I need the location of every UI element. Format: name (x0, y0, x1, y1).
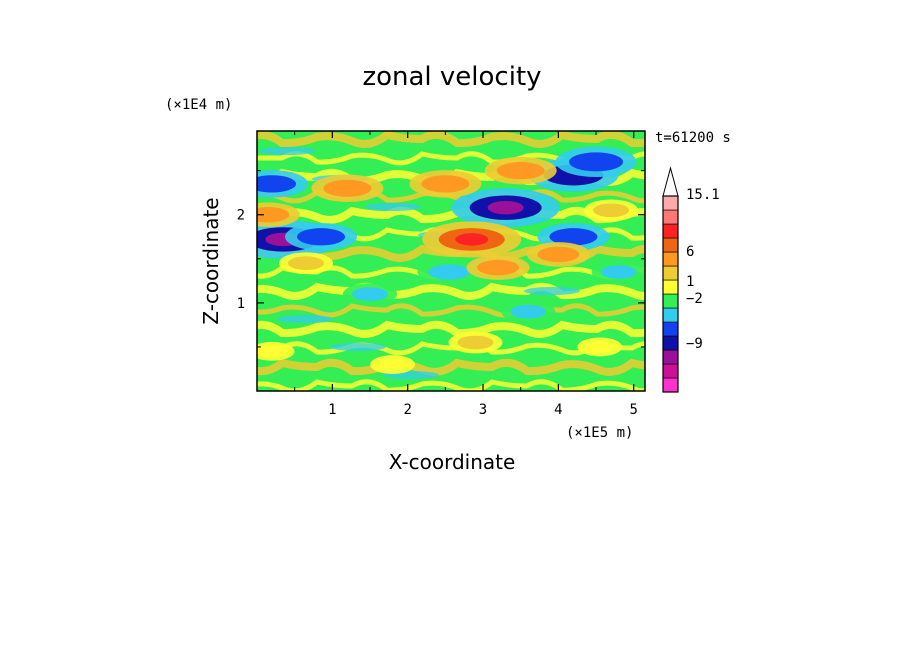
x-tick-label: 5 (629, 402, 637, 418)
plot-frame (256, 130, 646, 392)
x-axis-label: X-coordinate (389, 450, 516, 474)
contour-feature (417, 259, 481, 285)
colorbar-swatch (662, 251, 679, 267)
colorbar-swatch (662, 335, 679, 351)
contour-band (257, 358, 645, 376)
contour-feature (278, 252, 333, 275)
colorbar-swatch (662, 307, 679, 323)
x-tick-label: 1 (328, 402, 336, 418)
contour-band (257, 303, 645, 318)
colorbar-swatch (662, 209, 679, 225)
y-tick-label: 2 (237, 208, 245, 224)
contour-field (257, 131, 645, 391)
x-axis-ticks: 1 2 3 4 5 (294, 131, 638, 418)
colorbar-swatch (662, 237, 679, 253)
contour-feature (422, 221, 522, 258)
colorbar-swatch (662, 279, 679, 295)
colorbar-frame (662, 195, 679, 393)
contour-feature (311, 174, 384, 203)
contour-feature (257, 170, 309, 198)
contour-feature (584, 199, 639, 222)
colorbar (662, 166, 679, 393)
colorbar-labels: 15.1 6 1−2 −9 (686, 187, 720, 352)
contour-feature (370, 355, 416, 374)
y-axis-ticks: 12 (237, 170, 645, 348)
colorbar-swatch (662, 265, 679, 281)
time-label: t=61200 s (655, 130, 731, 146)
contour-feature (448, 331, 503, 354)
contour-band (257, 282, 645, 300)
contour-band (330, 343, 386, 351)
colorbar-label: 1 (686, 274, 694, 290)
contour-feature (484, 156, 557, 185)
colorbar-label: 6 (686, 244, 694, 260)
contour-feature (577, 337, 623, 357)
colorbar-label: −2 (686, 291, 703, 307)
x-tick-label: 2 (403, 402, 411, 418)
x-tick-label: 3 (479, 402, 487, 418)
contour-feature (343, 283, 398, 305)
contour-band (365, 203, 421, 211)
x-tick-label: 4 (554, 402, 562, 418)
contour-feature (285, 223, 358, 251)
colorbar-label: −9 (686, 336, 703, 352)
contour-feature (466, 255, 530, 280)
contour-feature (409, 170, 482, 198)
colorbar-swatch (662, 349, 679, 365)
y-axis-label: Z-coordinate (199, 197, 223, 324)
colorbar-swatch (662, 223, 679, 239)
y-unit-label: (×1E4 m) (165, 97, 232, 113)
colorbar-swatch (662, 377, 679, 393)
contour-band (277, 315, 333, 323)
contour-feature (451, 188, 560, 228)
colorbar-swatch (662, 293, 679, 309)
contour-feature (257, 341, 295, 361)
contour-band (257, 131, 645, 148)
contour-feature (501, 300, 556, 323)
y-tick-label: 1 (237, 296, 245, 312)
x-unit-label: (×1E5 m) (566, 425, 633, 441)
colorbar-swatch (662, 321, 679, 337)
contour-band (259, 147, 315, 155)
colorbar-label: 15.1 (686, 187, 720, 203)
colorbar-swatch (662, 363, 679, 379)
colorbar-extend-arrow (662, 166, 679, 197)
contour-feature (257, 202, 300, 228)
contour-feature (555, 146, 637, 178)
contour-feature (591, 261, 645, 283)
chart-title: zonal velocity (362, 62, 541, 92)
contour-feature (526, 242, 590, 267)
contour-band (524, 287, 580, 295)
colorbar-swatch (662, 195, 679, 211)
